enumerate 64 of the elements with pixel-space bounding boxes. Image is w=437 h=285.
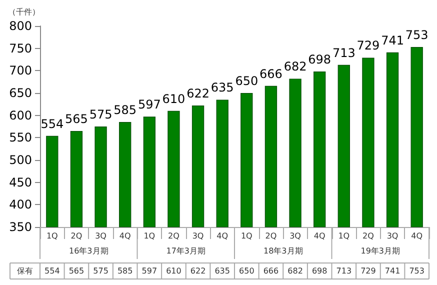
y-tick-label: 600 — [9, 108, 32, 122]
annotation: 610 — [162, 92, 186, 106]
x-tick-label: 2Q — [70, 232, 82, 240]
data-label: 753 — [409, 266, 424, 276]
y-tick-label: 700 — [9, 64, 32, 78]
annotation: 713 — [332, 46, 356, 60]
text: 19年3月期 — [360, 246, 400, 256]
y-tick-label: 450 — [9, 175, 32, 190]
data-label: 635 — [214, 266, 230, 276]
x-tick-label: 4Q — [119, 232, 131, 240]
y-tick-label: 750 — [9, 41, 32, 56]
data-label: 741 — [384, 266, 400, 276]
data-label: 650 — [239, 266, 254, 276]
x-tick-label: 3Q — [95, 232, 106, 240]
annotation: 753 — [405, 28, 428, 42]
x-tick-label: 3Q — [386, 232, 398, 240]
y-tick-label: 800 — [9, 19, 32, 33]
annotation: 741 — [381, 33, 404, 48]
annotation: 597 — [138, 98, 161, 112]
annotation: 622 — [186, 86, 210, 101]
text: 17年3月期 — [166, 246, 206, 256]
annotation: 650 — [235, 74, 258, 88]
data-label: 575 — [93, 266, 108, 276]
data-label: 682 — [288, 266, 303, 276]
data-label: 554 — [44, 266, 60, 276]
annotation: 729 — [356, 38, 380, 53]
x-tick-label: 1Q — [240, 232, 252, 240]
x-tick-label: 1Q — [144, 232, 156, 240]
data-label: 713 — [336, 266, 352, 276]
annotation: 682 — [284, 60, 307, 74]
x-tick-label: 1Q — [46, 232, 58, 240]
y-tick-label: 500 — [9, 153, 32, 167]
x-tick-label: 4Q — [216, 232, 228, 240]
annotation: 666 — [260, 66, 282, 81]
data-label: 565 — [68, 266, 84, 276]
annotation: 565 — [65, 112, 88, 126]
text: 18年3月期 — [263, 246, 303, 256]
y-tick-label: 400 — [9, 198, 32, 212]
y-tick-label: 350 — [9, 220, 32, 234]
annotation: 585 — [114, 103, 137, 118]
x-tick-label: 2Q — [362, 232, 374, 240]
data-label: 698 — [312, 266, 328, 276]
text: 16年3月期 — [68, 246, 108, 256]
text: 保有 — [17, 266, 33, 276]
annotation: 698 — [308, 52, 332, 67]
x-tick-label: 4Q — [411, 232, 423, 240]
annotation: 575 — [89, 108, 112, 122]
x-tick-label: 3Q — [192, 232, 204, 240]
x-tick-label: 2Q — [265, 232, 277, 240]
annotation: 554 — [40, 116, 64, 131]
y-tick-label: 550 — [9, 130, 32, 145]
y-axis-title: （千件） — [8, 8, 40, 16]
y-tick-label: 650 — [9, 86, 32, 100]
x-tick-label: 4Q — [314, 232, 326, 240]
x-tick-label: 3Q — [290, 232, 301, 240]
data-label: 597 — [142, 266, 158, 276]
data-label: 585 — [117, 266, 133, 276]
data-label: 666 — [263, 266, 279, 276]
annotation: 635 — [210, 80, 234, 95]
data-label: 622 — [190, 266, 206, 276]
x-tick-label: 1Q — [338, 232, 350, 240]
x-tick-label: 2Q — [168, 232, 180, 240]
data-label: 610 — [166, 266, 182, 276]
data-label: 729 — [360, 266, 376, 276]
